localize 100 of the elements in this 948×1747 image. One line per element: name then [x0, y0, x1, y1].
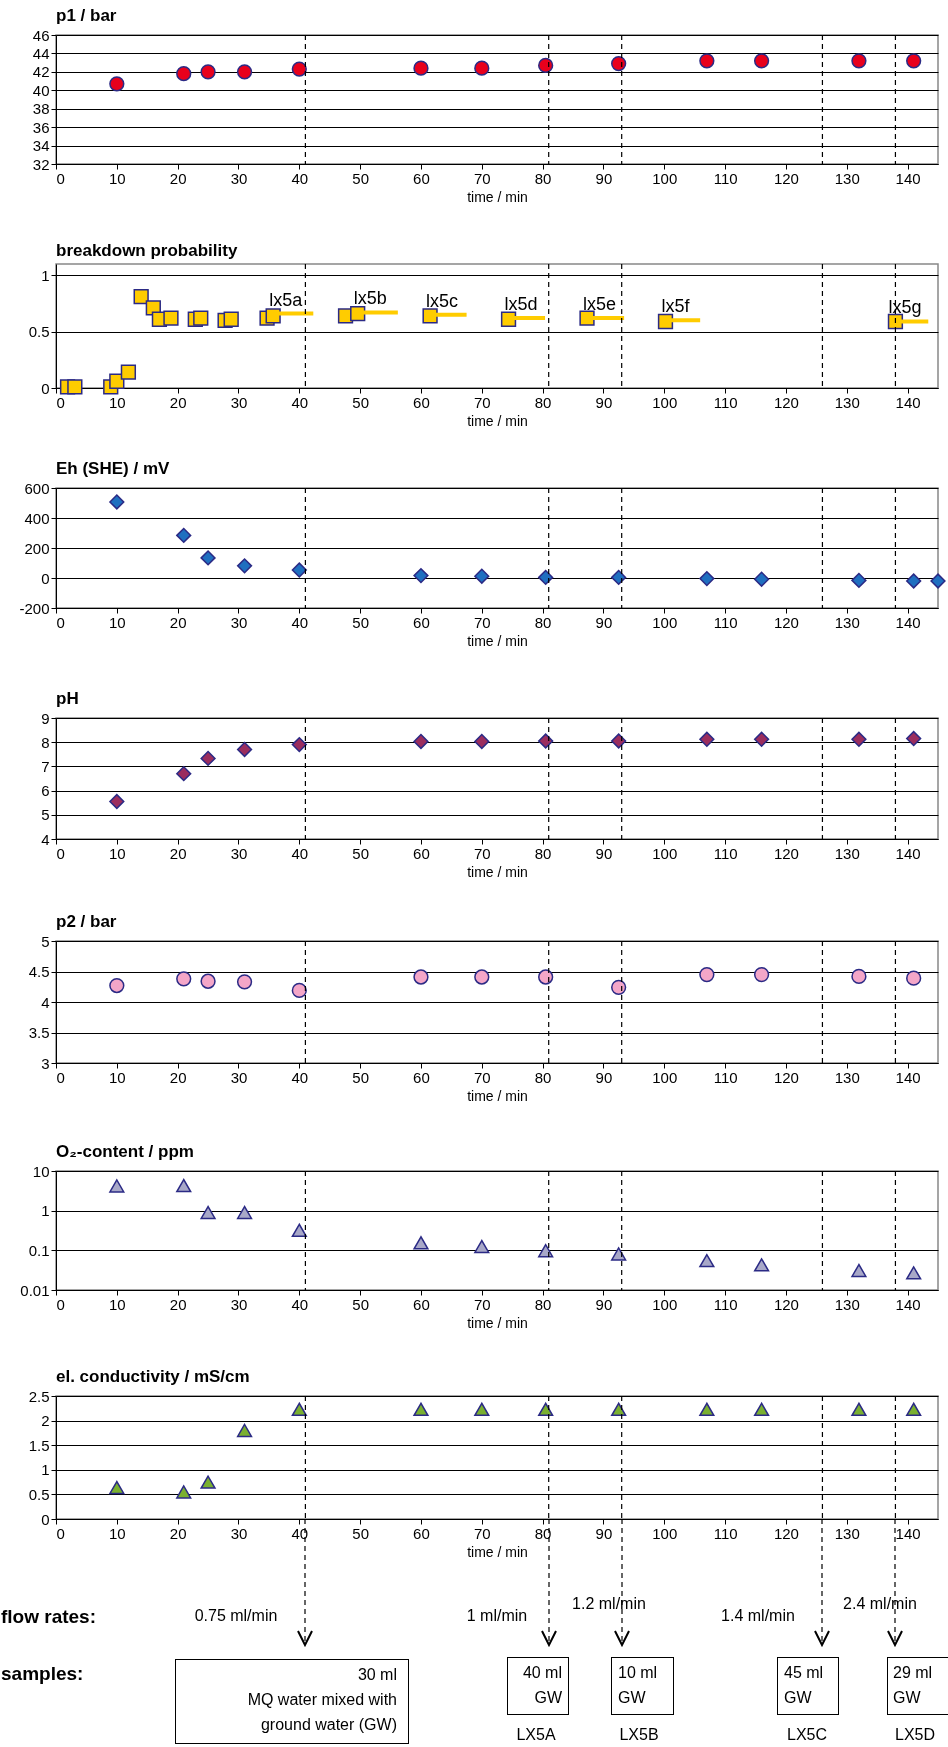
x-tick-label: 110 — [713, 1524, 738, 1542]
x-tick-label: 50 — [352, 1295, 369, 1313]
x-tick-label: 120 — [773, 169, 799, 187]
x-axis-title: time / min — [467, 412, 528, 429]
x-tick-label: 40 — [291, 1295, 309, 1313]
y-tick-label: 8 — [41, 733, 50, 751]
x-axis-title: time / min — [467, 1314, 528, 1331]
y-tick-label: 2.5 — [28, 1387, 50, 1405]
x-tick-label: 20 — [169, 613, 187, 631]
annotation: lx5e — [583, 294, 617, 315]
x-tick-label: 70 — [473, 169, 491, 187]
x-tick-label: 140 — [895, 1295, 921, 1313]
x-tick-label: 130 — [834, 613, 860, 631]
y-tick-label: 34 — [32, 137, 50, 155]
x-tick-label: 90 — [595, 844, 613, 862]
x-tick-label: 100 — [652, 1524, 678, 1542]
x-tick-label: 30 — [230, 169, 248, 187]
x-tick-label: 110 — [713, 1295, 738, 1313]
x-tick-label: 10 — [108, 613, 126, 631]
x-tick-label: 10 — [108, 1524, 126, 1542]
text: LX5D — [894, 1726, 936, 1743]
chart-title: pH — [56, 689, 79, 708]
x-tick-label: 100 — [652, 613, 678, 631]
sample-box: 30 ml MQ water mixed with ground water (GW) — [175, 1659, 409, 1744]
x-tick-label: 0 — [56, 1524, 65, 1542]
x-tick-label: 70 — [473, 613, 491, 631]
y-tick-label: 0 — [41, 1510, 50, 1528]
x-tick-label: 50 — [352, 393, 369, 411]
y-tick-label: 6 — [41, 782, 50, 800]
y-tick-label: 42 — [32, 63, 50, 81]
x-tick-label: 20 — [169, 169, 187, 187]
chart-title: p2 / bar — [56, 912, 117, 931]
y-tick-label: 4.5 — [28, 963, 50, 980]
x-tick-label: 80 — [534, 844, 552, 862]
y-tick-label: 40 — [32, 81, 50, 99]
x-axis-title: time / min — [467, 632, 528, 649]
x-tick-label: 120 — [773, 1524, 799, 1542]
x-tick-label: 50 — [352, 169, 369, 187]
x-tick-label: 120 — [773, 613, 799, 631]
x-tick-label: 80 — [534, 613, 552, 631]
x-tick-label: 80 — [534, 1295, 552, 1313]
x-tick-label: 110 — [713, 393, 738, 411]
x-tick-label: 60 — [413, 169, 430, 187]
x-tick-label: 140 — [895, 169, 921, 187]
y-tick-label: 0.01 — [20, 1281, 50, 1299]
y-tick-label: 0 — [41, 569, 50, 587]
x-tick-label: 10 — [108, 1295, 126, 1313]
x-tick-label: 130 — [834, 1524, 860, 1542]
x-tick-label: 0 — [56, 613, 65, 631]
x-tick-label: 60 — [413, 1295, 430, 1313]
x-tick-label: 0 — [56, 169, 65, 187]
x-tick-label: 90 — [595, 613, 613, 631]
annotation: lx5f — [661, 296, 691, 317]
x-tick-label: 130 — [834, 844, 860, 862]
y-tick-label: 10 — [32, 1162, 50, 1180]
x-tick-label: 90 — [595, 1295, 613, 1313]
x-tick-label: 30 — [230, 1524, 248, 1542]
x-tick-label: 100 — [652, 844, 678, 862]
x-tick-label: 120 — [773, 393, 799, 411]
x-tick-label: 40 — [291, 613, 309, 631]
y-tick-label: 0.1 — [28, 1241, 50, 1259]
chart-title: el. conductivity / mS/cm — [56, 1367, 250, 1386]
x-tick-label: 20 — [169, 1295, 187, 1313]
x-tick-label: 30 — [230, 393, 248, 411]
text: LX5B — [619, 1726, 659, 1743]
x-tick-label: 70 — [473, 1068, 491, 1086]
y-tick-label: 2 — [41, 1412, 50, 1430]
x-tick-label: 40 — [291, 169, 309, 187]
y-tick-label: 0.5 — [28, 1485, 50, 1503]
x-tick-label: 0 — [56, 1068, 65, 1086]
text: 1.2 ml/min — [572, 1595, 646, 1612]
y-tick-label: 1 — [41, 1461, 50, 1479]
x-tick-label: 130 — [834, 169, 860, 187]
x-tick-label: 100 — [652, 1068, 678, 1086]
x-tick-label: 100 — [652, 169, 678, 187]
x-tick-label: 70 — [473, 1524, 491, 1542]
y-tick-label: 36 — [32, 118, 50, 136]
sample-box: 10 ml GW — [611, 1657, 674, 1715]
x-tick-label: 80 — [534, 1068, 552, 1086]
sample-box: 29 ml GW — [887, 1657, 948, 1715]
x-tick-label: 20 — [169, 844, 187, 862]
y-tick-label: 4 — [41, 830, 50, 848]
x-tick-label: 40 — [291, 393, 309, 411]
y-tick-label: 44 — [32, 44, 50, 62]
y-tick-label: 9 — [41, 709, 50, 727]
chart-title: Eh (SHE) / mV — [56, 459, 171, 478]
y-tick-label: 7 — [41, 757, 50, 775]
x-tick-label: 30 — [230, 844, 248, 862]
x-tick-label: 90 — [595, 1068, 613, 1086]
x-tick-label: 140 — [895, 613, 921, 631]
x-tick-label: 80 — [534, 393, 552, 411]
y-tick-label: 600 — [24, 479, 50, 497]
x-axis-title: time / min — [467, 188, 528, 205]
x-tick-label: 110 — [713, 169, 738, 187]
y-tick-label: 3.5 — [28, 1024, 50, 1041]
text: 1 ml/min — [466, 1607, 528, 1624]
x-tick-label: 60 — [413, 393, 430, 411]
x-tick-label: 90 — [595, 1524, 613, 1542]
text: LX5A — [516, 1726, 556, 1743]
x-tick-label: 90 — [595, 169, 613, 187]
